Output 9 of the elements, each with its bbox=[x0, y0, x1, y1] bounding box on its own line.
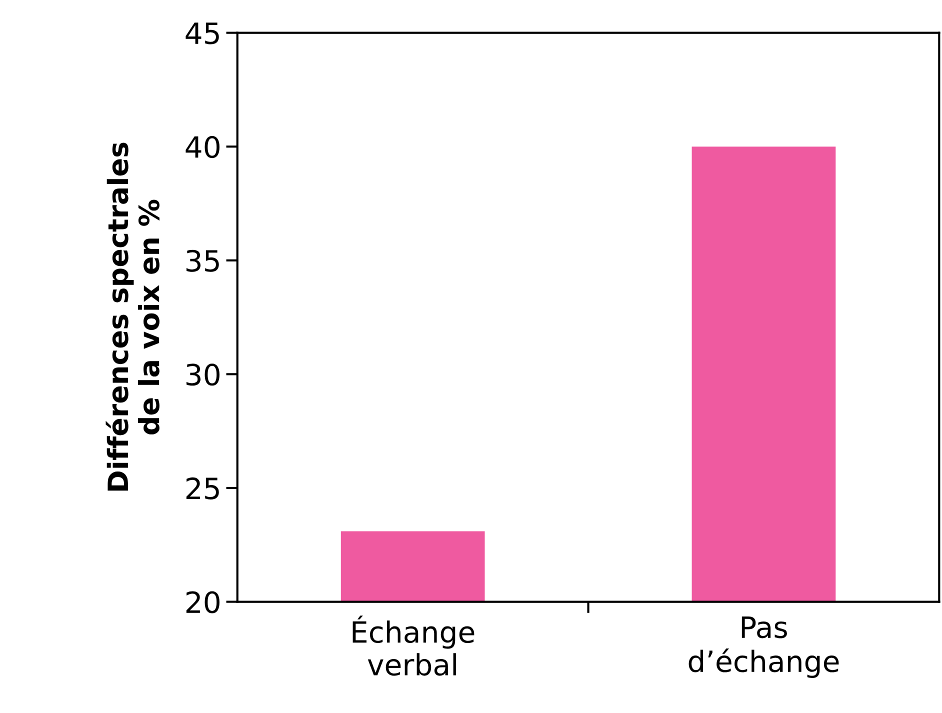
y-axis-title: Différences spectrales de la voix en % bbox=[106, 142, 160, 491]
y-tick-label: 20 bbox=[186, 591, 220, 614]
y-tick-label: 25 bbox=[186, 477, 219, 500]
y-tick-label: 35 bbox=[186, 250, 219, 272]
x-tick-label: Échange verbal bbox=[352, 616, 474, 676]
y-tick-label: 45 bbox=[186, 22, 219, 44]
y-tick-label: 40 bbox=[186, 136, 220, 158]
x-tick-label: Pas d’échange bbox=[688, 616, 839, 678]
y-tick-label: 30 bbox=[186, 364, 220, 386]
